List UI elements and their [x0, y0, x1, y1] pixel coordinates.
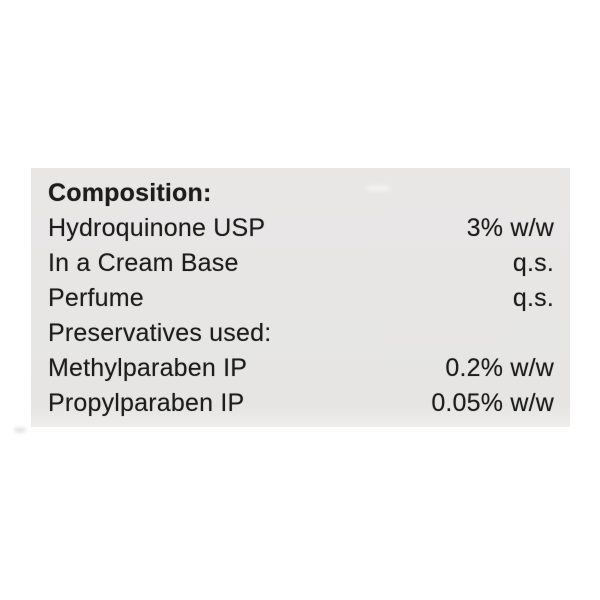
ingredient-row: Preservatives used: — [48, 316, 554, 351]
ingredient-name: Methylparaben IP — [48, 354, 248, 382]
ingredient-name: Hydroquinone USP — [48, 214, 266, 242]
composition-title: Composition: — [48, 179, 212, 207]
ingredient-name: Perfume — [48, 284, 144, 312]
ingredient-row: In a Cream Base q.s. — [48, 246, 554, 281]
ingredient-name: In a Cream Base — [48, 249, 239, 277]
ingredient-value: 0.2% w/w — [445, 354, 554, 382]
composition-label-panel: Composition: Hydroquinone USP 3% w/w In … — [31, 168, 570, 427]
ingredient-value: q.s. — [512, 249, 554, 277]
ingredient-name: Propylparaben IP — [48, 389, 245, 417]
ingredient-row: Hydroquinone USP 3% w/w — [48, 211, 554, 246]
ingredient-value: 0.05% w/w — [431, 389, 554, 417]
scan-smudge-artifact — [365, 185, 391, 192]
ingredient-value: 3% w/w — [466, 214, 554, 242]
ingredient-value: q.s. — [512, 284, 554, 312]
ingredient-row: Methylparaben IP 0.2% w/w — [48, 351, 554, 386]
composition-title-row: Composition: — [48, 176, 554, 211]
ingredient-row: Perfume q.s. — [48, 281, 554, 316]
ingredient-row: Propylparaben IP 0.05% w/w — [48, 386, 554, 421]
scan-edge-artifact — [14, 427, 26, 433]
ingredient-name: Preservatives used: — [48, 319, 272, 347]
